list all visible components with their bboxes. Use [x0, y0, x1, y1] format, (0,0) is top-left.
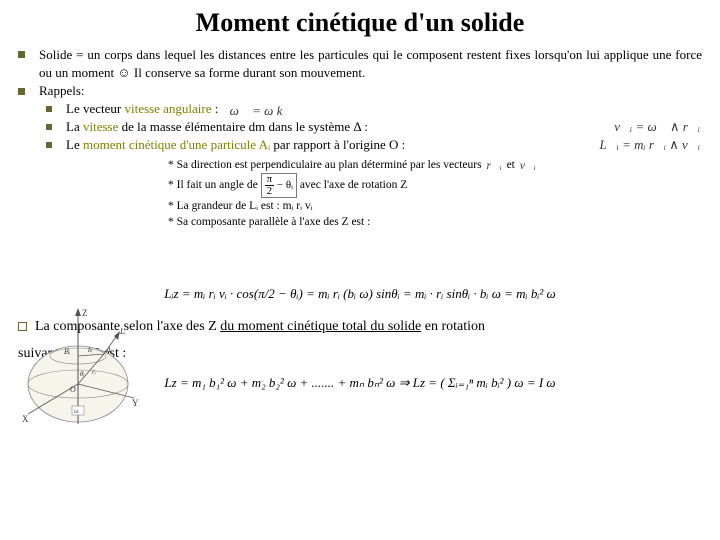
equation-liz: Lᵢz = mᵢ rᵢ vᵢ · cos(π/2 − θᵢ) = mᵢ rᵢ (… — [18, 286, 702, 302]
vec-ri: r⃗ᵢ — [484, 158, 503, 172]
t: Le — [66, 137, 83, 152]
subbullet-text: Le vecteur vitesse angulaire : ω⃗ = ω k⃗ — [66, 101, 294, 117]
svg-text:X: X — [22, 414, 29, 424]
vec-vi: v⃗ᵢ — [518, 158, 538, 172]
subbullet-vitesse-angulaire: Le vecteur vitesse angulaire : ω⃗ = ω k⃗ — [18, 101, 702, 117]
t: en rotation — [421, 319, 485, 334]
t: par rapport à l'origine O : — [270, 137, 405, 152]
subbullet-moment-cinetique: Le moment cinétique d'une particule Aᵢ p… — [18, 137, 702, 153]
hl: moment cinétique d'une particule Aᵢ — [83, 137, 270, 152]
formula-vi: v⃗ᵢ = ω⃗ ∧ r⃗ᵢ — [612, 119, 702, 133]
t: de la masse élémentaire dm dans le systè… — [118, 119, 368, 134]
svg-text:Bᵢ: Bᵢ — [64, 347, 70, 356]
bullet-rappels: Rappels: — [18, 83, 702, 99]
star-composante: * Sa composante parallèle à l'axe des Z … — [168, 214, 702, 230]
svg-text:Lᵢ: Lᵢ — [119, 327, 126, 336]
svg-text:bᵢ: bᵢ — [88, 346, 93, 354]
bullet-icon — [18, 51, 25, 58]
underline-text: du moment cinétique total du solide — [220, 319, 421, 334]
bullet-solide-text: Solide = un corps dans lequel les distan… — [39, 46, 702, 81]
bullet-icon — [18, 88, 25, 95]
bullet-icon — [46, 142, 52, 148]
subbullet-text: Le moment cinétique d'une particule Aᵢ p… — [66, 137, 702, 153]
svg-text:θᵢ: θᵢ — [80, 370, 85, 378]
svg-text:Y: Y — [132, 398, 139, 408]
hl: vitesse — [83, 119, 118, 134]
subbullet-text: La vitesse de la masse élémentaire dm da… — [66, 119, 702, 135]
star-notes: * Sa direction est perpendiculaire au pl… — [168, 157, 702, 230]
star-angle: * Il fait un angle de π2 − θᵢ avec l'axe… — [168, 173, 702, 198]
star-grandeur: * La grandeur de Lᵢ est : mᵢ rᵢ vᵢ — [168, 198, 702, 214]
svg-text:rᵢ: rᵢ — [92, 368, 96, 376]
hl: vitesse angulaire — [124, 101, 211, 116]
t: Le vecteur — [66, 101, 124, 116]
svg-text:ω: ω — [74, 407, 79, 415]
page-title: Moment cinétique d'un solide — [18, 8, 702, 38]
t: La — [66, 119, 83, 134]
bullet-icon — [46, 124, 52, 130]
formula-omega: ω⃗ = ω k⃗ — [228, 103, 295, 117]
rotation-diagram: Z X Y Aᵢ Bᵢ bᵢ rᵢ θᵢ Lᵢ O ω — [14, 306, 142, 434]
bullet-icon — [46, 106, 52, 112]
svg-text:Aᵢ: Aᵢ — [105, 345, 112, 354]
star-direction: * Sa direction est perpendiculaire au pl… — [168, 157, 702, 173]
bullet-rappels-text: Rappels: — [39, 83, 85, 99]
angle-box: π2 − θᵢ — [261, 173, 297, 198]
formula-li: L⃗ᵢ = mᵢ r⃗ᵢ ∧ v⃗ᵢ — [597, 137, 702, 151]
svg-text:O: O — [70, 385, 76, 394]
bullet-solide: Solide = un corps dans lequel les distan… — [18, 46, 702, 81]
subbullet-vitesse-dm: La vitesse de la masse élémentaire dm da… — [18, 119, 702, 135]
svg-text:Z: Z — [82, 308, 88, 318]
t: : — [211, 101, 218, 116]
